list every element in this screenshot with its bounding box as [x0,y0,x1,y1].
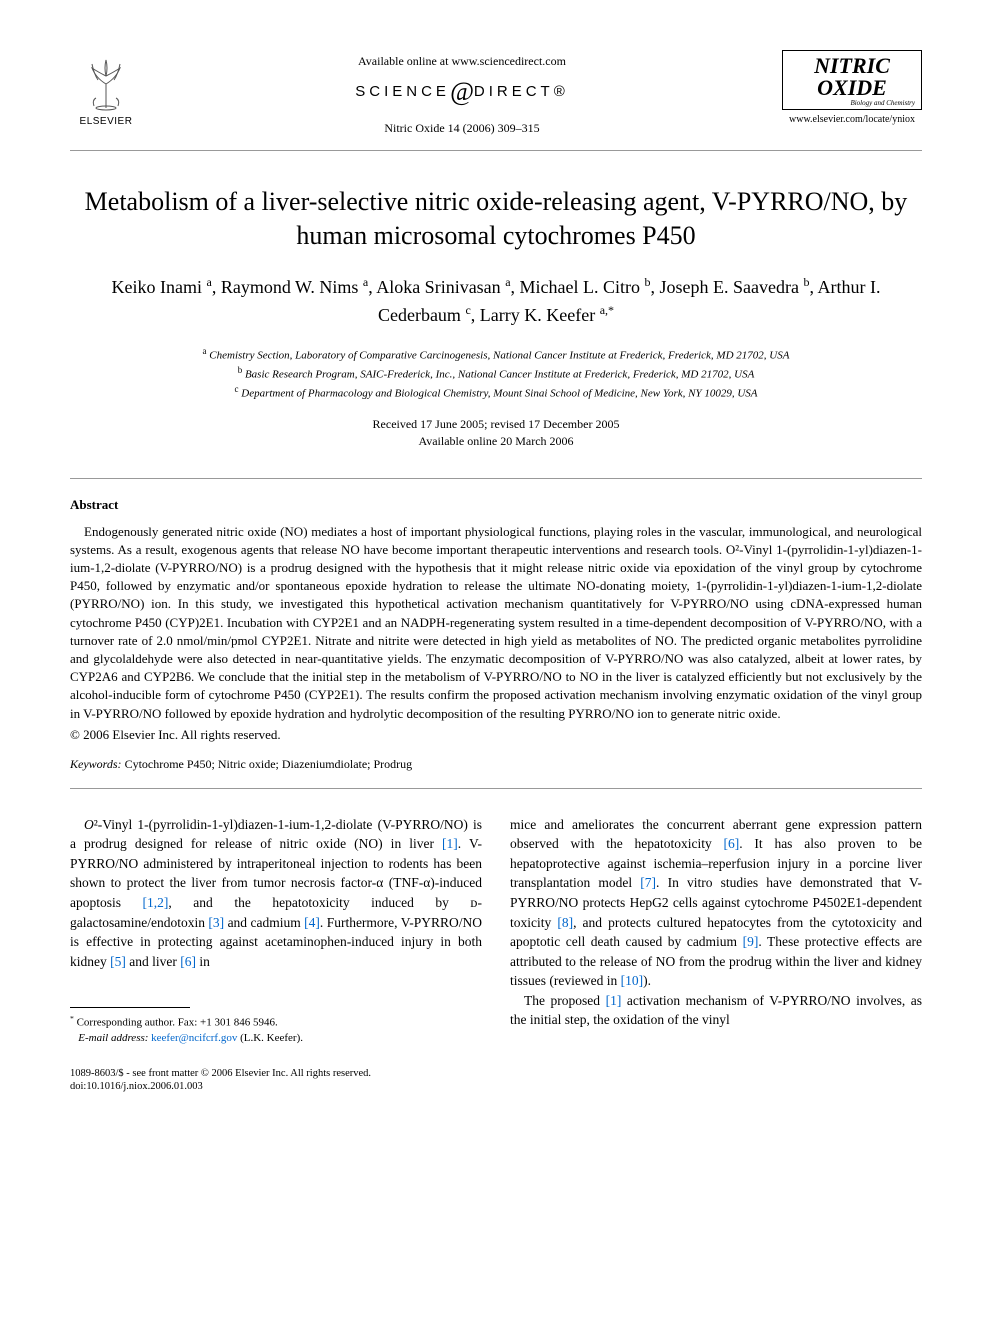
elsevier-tree-icon [74,50,138,114]
affiliation-c: c Department of Pharmacology and Biologi… [70,383,922,402]
keywords-text: Cytochrome P450; Nitric oxide; Diazenium… [125,757,413,771]
abstract-heading: Abstract [70,497,922,513]
online-date: Available online 20 March 2006 [70,433,922,450]
front-matter-line: 1089-8603/$ - see front matter © 2006 El… [70,1067,482,1081]
journal-url: www.elsevier.com/locate/yniox [782,114,922,125]
journal-subtitle: Biology and Chemistry [785,99,919,107]
authors-list: Keiko Inami a, Raymond W. Nims a, Aloka … [70,273,922,329]
body-para-3: The proposed [1] activation mechanism of… [510,991,922,1030]
header-center: Available online at www.sciencedirect.co… [142,50,782,136]
abstract-body: Endogenously generated nitric oxide (NO)… [70,523,922,723]
available-online-text: Available online at www.sciencedirect.co… [142,54,782,69]
corresponding-email: E-mail address: keefer@ncifcrf.gov (L.K.… [70,1031,482,1046]
page-header: ELSEVIER Available online at www.science… [70,50,922,136]
body-column-left: O²-Vinyl 1-(pyrrolidin-1-yl)diazen-1-ium… [70,815,482,1094]
keywords: Keywords: Cytochrome P450; Nitric oxide;… [70,757,922,772]
abstract-top-rule [70,478,922,479]
affiliation-a: a Chemistry Section, Laboratory of Compa… [70,345,922,364]
article-dates: Received 17 June 2005; revised 17 Decemb… [70,416,922,450]
doi-line: doi:10.1016/j.niox.2006.01.003 [70,1080,482,1094]
body-para-2: mice and ameliorates the concurrent aber… [510,815,922,991]
body-two-column: O²-Vinyl 1-(pyrrolidin-1-yl)diazen-1-ium… [70,815,922,1094]
sciencedirect-logo: SCIENCE@DIRECT® [142,77,782,107]
journal-citation: Nitric Oxide 14 (2006) 309–315 [142,121,782,136]
corresponding-author-note: * Corresponding author. Fax: +1 301 846 … [70,1014,482,1031]
footnotes: * Corresponding author. Fax: +1 301 846 … [70,1014,482,1046]
publisher-name: ELSEVIER [80,116,133,127]
journal-name-line1: NITRIC [785,55,919,77]
received-date: Received 17 June 2005; revised 17 Decemb… [70,416,922,433]
affiliations: a Chemistry Section, Laboratory of Compa… [70,345,922,402]
body-column-right: mice and ameliorates the concurrent aber… [510,815,922,1094]
header-rule [70,150,922,151]
journal-name-line2: OXIDE [785,77,919,99]
keywords-label: Keywords: [70,757,122,771]
publisher-logo: ELSEVIER [70,50,142,127]
email-link[interactable]: keefer@ncifcrf.gov [151,1032,237,1044]
sciencedirect-at-icon: @ [450,77,474,106]
abstract-bottom-rule [70,788,922,789]
footer-meta: 1089-8603/$ - see front matter © 2006 El… [70,1067,482,1094]
footnote-separator [70,1007,190,1008]
affiliation-b: b Basic Research Program, SAIC-Frederick… [70,364,922,383]
journal-title-box: NITRIC OXIDE Biology and Chemistry [782,50,922,110]
abstract-copyright: © 2006 Elsevier Inc. All rights reserved… [70,727,922,743]
journal-cover-box: NITRIC OXIDE Biology and Chemistry www.e… [782,50,922,125]
body-para-1: O²-Vinyl 1-(pyrrolidin-1-yl)diazen-1-ium… [70,815,482,972]
article-title: Metabolism of a liver-selective nitric o… [70,185,922,253]
